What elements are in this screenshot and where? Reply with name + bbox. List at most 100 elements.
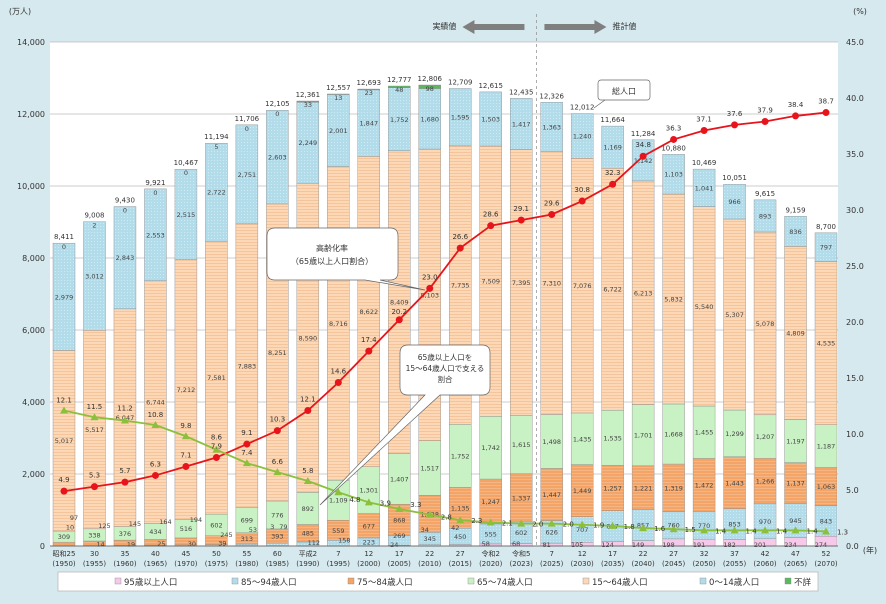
bar-segment-0～14歳人口 <box>235 124 259 225</box>
support-ratio-label: 2.3 <box>471 517 482 525</box>
support-ratio-point <box>791 526 800 534</box>
segment-label: 853 <box>728 521 740 529</box>
segment-label: 1,517 <box>420 465 439 473</box>
segment-label: 1,615 <box>512 441 531 449</box>
segment-label: 3 <box>270 523 274 531</box>
legend-swatch <box>231 577 239 585</box>
right-tick-label: 5.0 <box>846 486 859 495</box>
segment-label: 0 <box>245 125 249 133</box>
support-ratio-point <box>364 498 373 506</box>
arrow-right-icon <box>544 20 607 34</box>
aging-rate-point <box>90 483 98 491</box>
bar-segment-0～14歳人口 <box>449 88 472 147</box>
segment-label: 7,395 <box>512 279 531 287</box>
segment-label: 1,407 <box>390 475 409 483</box>
aging-rate-point <box>151 471 159 479</box>
total-label: 11,194 <box>204 133 229 141</box>
segment-label: 1,595 <box>451 114 470 122</box>
segment-label: 1,187 <box>817 443 836 451</box>
aging-rate-point <box>792 112 800 120</box>
x-tick-label: 45 <box>181 550 190 558</box>
segment-label: 1,319 <box>664 484 683 492</box>
segment-label: 25 <box>157 540 165 548</box>
segment-label: 1,680 <box>420 115 439 123</box>
x-tick-year: (2010) <box>418 560 442 568</box>
x-tick-label: 22 <box>639 550 648 558</box>
left-axis-unit: (万人) <box>9 7 31 16</box>
segment-label: 699 <box>241 517 253 525</box>
left-tick-label: 4,000 <box>22 398 45 407</box>
line-support-ratio <box>63 409 827 533</box>
aging-rate-label: 29.6 <box>544 199 560 207</box>
aging-rate-point <box>273 427 281 435</box>
total-label: 9,615 <box>755 190 775 198</box>
segment-label: 677 <box>363 522 375 530</box>
support-ratio-point <box>608 521 617 529</box>
aging-callout-line1: 高齢化率 <box>316 243 348 253</box>
right-tick-label: 30.0 <box>846 206 864 215</box>
segment-label: 1,443 <box>725 479 744 487</box>
support-ratio-point <box>151 421 160 429</box>
support-ratio-point <box>730 526 739 534</box>
aging-rate-label: 36.3 <box>666 124 682 132</box>
segment-label: 0 <box>275 110 279 118</box>
aging-rate-point <box>60 487 68 495</box>
bar-segment-0～14歳人口 <box>692 168 716 207</box>
segment-label: 42 <box>451 524 459 532</box>
segment-label: 1,447 <box>542 491 561 499</box>
total-label: 9,159 <box>785 206 805 214</box>
segment-label: 393 <box>271 532 283 540</box>
total-callout-pointer <box>593 99 606 109</box>
segment-label: 1,363 <box>542 123 561 131</box>
segment-label: 485 <box>302 530 314 538</box>
segment-label: 966 <box>728 198 740 206</box>
segment-label: 1,498 <box>542 438 561 446</box>
right-tick-label: 45.0 <box>846 38 864 47</box>
bar-stack <box>814 232 838 547</box>
segment-label: 8,716 <box>329 320 348 328</box>
bar-segment-0～14歳人口 <box>479 91 502 147</box>
segment-label: 2,979 <box>55 293 74 301</box>
segment-label: 338 <box>88 531 100 539</box>
segment-label: 893 <box>759 212 771 220</box>
segment-label: 376 <box>119 530 131 538</box>
right-tick-label: 20.0 <box>846 318 864 327</box>
support-ratio-label: 11.2 <box>117 405 133 413</box>
bar-segment-85～94歳人口 <box>266 542 289 547</box>
total-label: 9,921 <box>145 179 165 187</box>
segment-label: 5,832 <box>664 296 683 304</box>
segment-label: 1,240 <box>573 132 592 140</box>
support-ratio-label: 1.9 <box>593 522 604 530</box>
segment-label: 2,603 <box>268 154 287 162</box>
bar-segment-0～14歳人口 <box>144 188 167 281</box>
segment-label: 10 <box>66 524 74 532</box>
aging-rate-label: 26.6 <box>452 233 468 241</box>
segment-label: 1,257 <box>603 485 622 493</box>
aging-rate-label: 5.7 <box>119 467 130 475</box>
segment-label: 1,847 <box>359 120 378 128</box>
total-label: 12,557 <box>326 84 351 92</box>
segment-label: 770 <box>698 522 710 530</box>
bar-stack <box>631 139 655 547</box>
support-ratio-label: 2.8 <box>441 514 452 522</box>
segment-label: 7,581 <box>207 374 226 382</box>
support-ratio-label: 2.1 <box>502 519 513 527</box>
segment-label: 1,472 <box>695 481 714 489</box>
aging-rate-label: 23.0 <box>422 273 438 281</box>
segment-label: 149 <box>632 541 644 549</box>
left-tick-label: 14,000 <box>17 38 45 47</box>
segment-label: 8,103 <box>420 291 439 299</box>
x-tick-year: (2045) <box>662 560 686 568</box>
segment-label: 201 <box>754 541 766 549</box>
legend-swatch <box>114 577 122 585</box>
x-tick-year: (2030) <box>571 560 595 568</box>
bar-stack <box>540 102 563 547</box>
segment-label: 970 <box>759 518 771 526</box>
segment-label: 776 <box>271 511 283 519</box>
bar-stack <box>510 98 533 547</box>
actual-label: 実績値 <box>432 21 456 31</box>
right-tick-label: 25.0 <box>846 262 864 271</box>
segment-label: 5,017 <box>55 437 74 445</box>
segment-label: 8,251 <box>268 349 287 357</box>
segment-label: 30 <box>188 540 196 548</box>
